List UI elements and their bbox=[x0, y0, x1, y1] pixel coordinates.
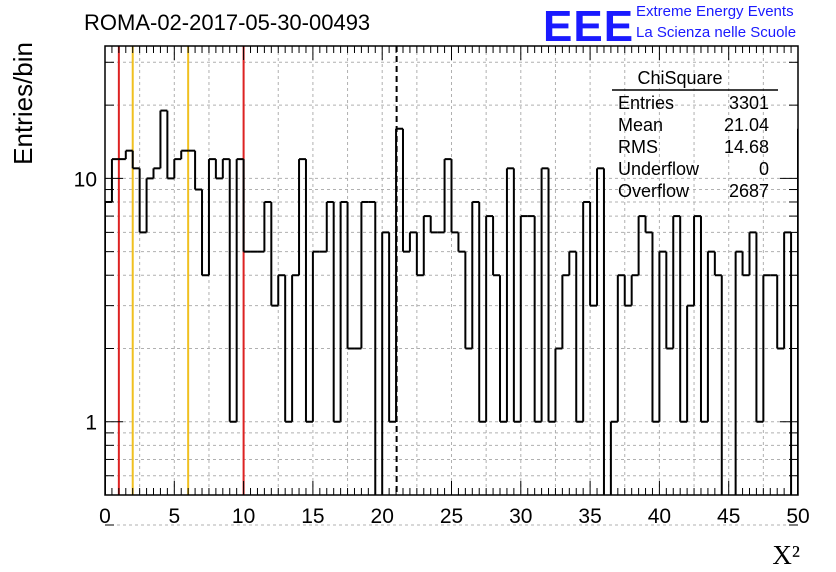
x-tick-label: 25 bbox=[440, 505, 463, 528]
stats-value: 2687 bbox=[729, 181, 769, 201]
eee-logo: EEE bbox=[543, 2, 635, 51]
stats-value: 0 bbox=[759, 159, 769, 179]
x-tick-label: 30 bbox=[509, 505, 532, 528]
x-tick-label: 5 bbox=[168, 505, 180, 528]
x-tick-label: 50 bbox=[786, 505, 809, 528]
run-title: ROMA-02-2017-05-30-00493 bbox=[84, 10, 371, 35]
histogram bbox=[105, 109, 798, 495]
y-tick-label: 1 bbox=[85, 412, 97, 435]
y-tick-label: 10 bbox=[74, 168, 97, 191]
stats-label: Overflow bbox=[618, 181, 690, 201]
stats-label: Entries bbox=[618, 93, 674, 113]
logo-line-1: Extreme Energy Events bbox=[636, 3, 794, 20]
x-tick-label: 45 bbox=[717, 505, 740, 528]
grid bbox=[105, 46, 798, 526]
stats-label: Underflow bbox=[618, 159, 700, 179]
x-tick-label: 35 bbox=[578, 505, 601, 528]
stats-label: Mean bbox=[618, 115, 663, 135]
y-axis-label: Entries/bin bbox=[8, 42, 38, 165]
logo-line-2: La Scienza nelle Scuole bbox=[636, 24, 797, 41]
stats-label: RMS bbox=[618, 137, 658, 157]
x-tick-label: 10 bbox=[232, 505, 255, 528]
stats-box: ChiSquare Entries 3301 Mean 21.04 RMS 14.68 Und… bbox=[612, 68, 778, 201]
x-tick-label: 15 bbox=[301, 505, 324, 528]
stats-value: 14.68 bbox=[724, 137, 769, 157]
x-axis-label: X² bbox=[772, 540, 800, 570]
x-tick-label: 40 bbox=[648, 505, 671, 528]
stats-value: 3301 bbox=[729, 93, 769, 113]
x-tick-label: 20 bbox=[371, 505, 394, 528]
x-tick-label: 0 bbox=[99, 505, 111, 528]
stats-value: 21.04 bbox=[724, 115, 769, 135]
stats-title: ChiSquare bbox=[637, 68, 722, 88]
axes: 0 5 10 15 20 25 30 35 40 45 50 1 10 X² Entries/bin bbox=[8, 42, 810, 570]
